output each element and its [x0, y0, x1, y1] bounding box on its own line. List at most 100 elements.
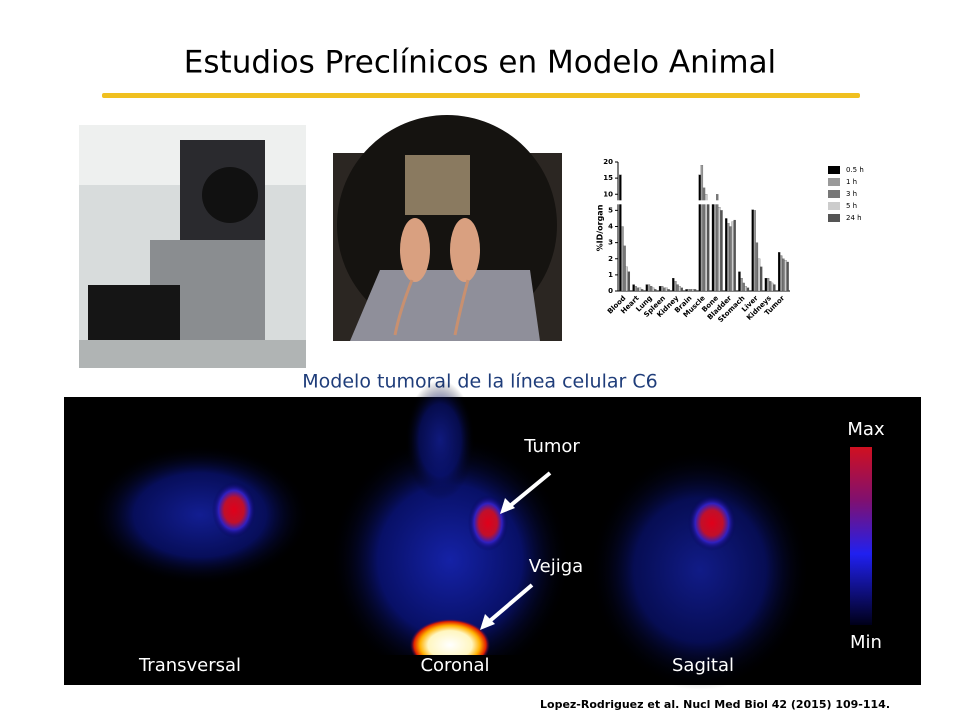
bar — [687, 289, 690, 292]
bar — [665, 287, 668, 292]
y-tick-label: 20 — [603, 158, 613, 166]
bar — [627, 271, 631, 292]
bar — [725, 218, 728, 292]
legend-label: 0.5 h — [846, 166, 864, 174]
bar — [674, 281, 677, 292]
bar — [636, 287, 640, 292]
bar — [678, 286, 681, 292]
view-label: Transversal — [138, 655, 241, 676]
biodistribution-chart: %ID/organ 012345101520BloodHeartLungSple… — [588, 150, 864, 350]
y-tick-label: 3 — [608, 239, 613, 247]
bar — [634, 286, 637, 292]
scale-min: Min — [850, 632, 882, 653]
bar — [685, 289, 688, 292]
bar — [632, 284, 635, 292]
y-tick-label: 4 — [608, 223, 613, 231]
title-underline — [102, 93, 860, 98]
bar — [645, 284, 649, 292]
legend-label: 1 h — [846, 178, 857, 186]
y-tick-label: 10 — [603, 190, 613, 198]
bar — [757, 258, 761, 292]
slide-title: Estudios Preclínicos en Modelo Animal — [184, 45, 776, 81]
y-tick-label: 0 — [608, 287, 613, 295]
bar — [652, 287, 655, 292]
bar — [638, 287, 642, 292]
bar — [663, 287, 666, 292]
bar — [720, 210, 723, 292]
bar — [700, 165, 704, 292]
bar — [621, 226, 624, 292]
bar — [647, 284, 651, 292]
subtitle: Modelo tumoral de la línea celular C6 — [302, 371, 657, 393]
bar — [780, 255, 783, 292]
bar — [751, 209, 754, 292]
bar — [707, 200, 710, 292]
bar — [746, 287, 750, 292]
bar — [658, 286, 662, 292]
bar — [768, 281, 772, 292]
view-label: Sagital — [672, 655, 734, 676]
y-tick-label: 2 — [608, 255, 613, 263]
bar — [667, 289, 670, 292]
y-axis-label: %ID/organ — [596, 204, 605, 251]
bar — [753, 210, 756, 292]
bar — [716, 194, 719, 292]
bar — [784, 260, 787, 292]
bar — [691, 289, 695, 292]
bar — [755, 242, 759, 292]
bar — [672, 278, 675, 292]
bar — [698, 174, 701, 292]
bar — [740, 278, 743, 292]
bar — [625, 266, 628, 292]
bar — [713, 203, 717, 292]
bar — [649, 286, 653, 292]
legend-swatch — [828, 190, 840, 198]
bar — [738, 271, 741, 292]
legend-swatch — [828, 202, 840, 210]
y-tick-label: 5 — [608, 206, 613, 214]
bar — [744, 286, 747, 292]
view-label: Coronal — [420, 655, 489, 676]
bar — [733, 219, 736, 292]
bar — [727, 223, 730, 292]
citation: Lopez-Rodriguez et al. Nucl Med Biol 42 … — [540, 698, 890, 711]
bar — [771, 282, 774, 292]
bar — [782, 258, 785, 292]
bar — [623, 245, 626, 292]
legend-label: 5 h — [846, 202, 857, 210]
pet-labels: Tumor Vejiga Max Min Transversal Coronal… — [138, 419, 885, 676]
bladder-label: Vejiga — [529, 556, 583, 577]
y-tick-label: 15 — [603, 174, 613, 182]
bar — [731, 221, 734, 292]
bar — [777, 252, 781, 292]
scanner-photo — [79, 125, 306, 368]
y-tick-label: 1 — [608, 271, 613, 279]
bar — [766, 278, 770, 292]
bar — [786, 261, 789, 292]
bar — [661, 286, 664, 292]
mice-photo — [333, 115, 562, 341]
bar — [759, 266, 763, 292]
bar — [640, 289, 644, 292]
axis-break — [614, 200, 794, 205]
bar — [711, 200, 715, 292]
legend-swatch — [828, 178, 840, 186]
legend-swatch — [828, 214, 840, 222]
legend-label: 3 h — [846, 190, 857, 198]
tumor-label: Tumor — [523, 436, 580, 457]
bar — [718, 207, 721, 292]
bar — [680, 287, 683, 292]
bar — [693, 289, 697, 292]
bar — [704, 194, 708, 292]
bar — [654, 289, 657, 292]
bar — [764, 278, 768, 292]
bar — [729, 226, 732, 292]
bar — [619, 174, 622, 292]
scale-max: Max — [847, 419, 885, 440]
legend-label: 24 h — [846, 214, 862, 222]
pet-panel — [64, 380, 921, 690]
bar — [689, 289, 692, 292]
bar — [773, 284, 776, 292]
bar — [742, 282, 745, 292]
